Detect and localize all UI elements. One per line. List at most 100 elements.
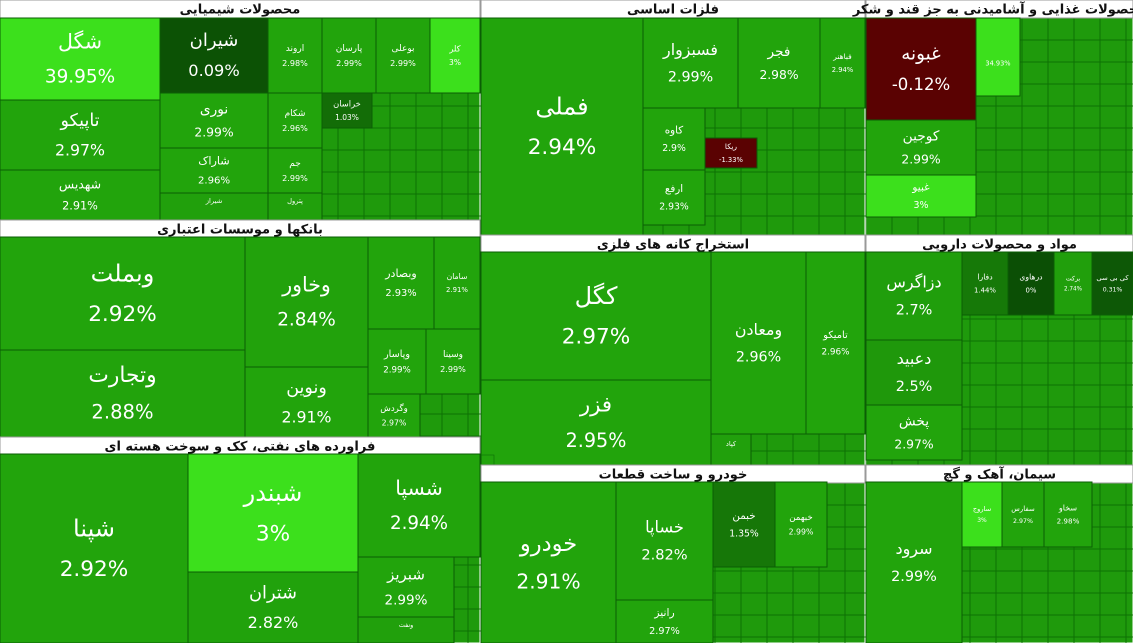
- tile: [375, 17, 431, 94]
- tile: [865, 119, 977, 176]
- tile: [615, 599, 714, 643]
- tile-name: ساروج: [973, 505, 992, 513]
- tile-name: شگل: [58, 30, 102, 54]
- small-tile: [1021, 636, 1049, 643]
- small-tile: [1125, 215, 1133, 239]
- tile-value: 3%: [914, 200, 929, 211]
- tile-value: 2.82%: [641, 547, 687, 564]
- sector-title: استخراج کانه های فلزی: [597, 238, 749, 253]
- tile-value: 2.97%: [1013, 518, 1033, 525]
- tile-name: دزاگرس: [886, 273, 941, 293]
- tile-name: ونفت: [399, 621, 414, 629]
- sector-title: خودرو و ساخت قطعات: [599, 468, 748, 483]
- tile: [865, 404, 963, 461]
- tile-value: 2.92%: [88, 302, 157, 327]
- tile-value: 2.94%: [832, 66, 854, 74]
- small-tile: [1125, 127, 1133, 151]
- tile-name: پخش: [899, 414, 929, 430]
- tile-value: 2.99%: [385, 593, 428, 609]
- tile: [267, 92, 323, 149]
- tile-name: درهاوی: [1019, 272, 1042, 281]
- tile-name: تاپیکو: [59, 111, 99, 131]
- tile-name: شسپا: [395, 476, 443, 500]
- tile-name: وخاور: [281, 273, 331, 297]
- tile-name: سخاو: [1058, 504, 1077, 513]
- small-tile: [995, 636, 1023, 643]
- tile-name: پارسان: [336, 44, 363, 54]
- tile-name: وگردش: [380, 403, 408, 414]
- tile: [159, 17, 269, 94]
- tile-value: 2.99%: [383, 366, 411, 376]
- tile-value: 2.91%: [516, 569, 580, 593]
- tile: [0, 169, 161, 221]
- tile: [267, 17, 323, 94]
- tile: [244, 366, 369, 438]
- tile-name: شبریز: [386, 566, 425, 584]
- tile-value: 2.94%: [528, 135, 597, 160]
- tile-name: فباهنر: [832, 52, 852, 61]
- tile-value: 2.99%: [336, 58, 362, 68]
- tile-name: وبملت: [91, 259, 155, 287]
- tile-value: 2.96%: [198, 176, 231, 187]
- tile-name: کلر: [448, 43, 460, 53]
- tile: [429, 17, 481, 94]
- tile-value: 2.97%: [894, 437, 934, 451]
- sector-title: بانکها و موسسات اعتباری: [157, 223, 323, 238]
- tile-value: 2.94%: [390, 513, 448, 534]
- tile-name: خودرو: [519, 531, 577, 557]
- tile-name: فسبزوار: [662, 40, 718, 60]
- small-tile: [1125, 318, 1133, 342]
- tile-value: 2.96%: [821, 347, 849, 357]
- tile: [642, 107, 706, 171]
- small-tile: [844, 636, 872, 643]
- tile-name: شهدیس: [59, 177, 101, 193]
- tile: [710, 251, 807, 435]
- tile-value: 0%: [1026, 286, 1037, 294]
- small-tile: [1125, 83, 1133, 107]
- tile-value: 2.7%: [896, 302, 933, 318]
- small-tile: [969, 636, 997, 643]
- tile: [712, 481, 776, 568]
- tile-name: شیران: [190, 30, 239, 51]
- tile-value: 1.35%: [729, 528, 759, 539]
- tile: [1007, 251, 1055, 316]
- small-tile: [1125, 482, 1133, 506]
- tile: [1053, 251, 1093, 316]
- small-tile: [1125, 149, 1133, 173]
- tile: [737, 17, 821, 109]
- small-tile: [1125, 340, 1133, 364]
- tile: [159, 147, 269, 194]
- tile-name: پترول: [287, 197, 303, 205]
- tile-name: شاراک: [198, 155, 229, 169]
- tile: [0, 17, 161, 101]
- tile: [159, 92, 269, 149]
- small-tile: [1125, 570, 1133, 594]
- tile-value: 2.97%: [55, 140, 105, 159]
- small-tile: [1125, 548, 1133, 572]
- sector-title: فلزات اساسی: [627, 3, 719, 18]
- tile-value: 2.98%: [1057, 517, 1080, 526]
- tile-value: 2.88%: [91, 401, 153, 424]
- tile-value: 2.93%: [385, 288, 416, 299]
- tile-name: شبندر: [243, 479, 303, 507]
- tile-value: 2.97%: [562, 325, 631, 350]
- tile-name: غبونه: [901, 43, 941, 64]
- tile-name: فزر: [579, 393, 612, 418]
- tile: [615, 481, 714, 601]
- tile: [704, 137, 758, 169]
- small-tile: [1125, 592, 1133, 616]
- tile-value: 34.93%: [985, 60, 1010, 68]
- tile-name: شپنا: [73, 514, 115, 542]
- tile-name: ونوین: [286, 378, 327, 398]
- small-tile: [1125, 17, 1133, 41]
- tile-value: 2.9%: [662, 143, 686, 154]
- tile-value: 2.74%: [1064, 287, 1083, 293]
- small-tile: [1125, 428, 1133, 452]
- tile: [1043, 481, 1093, 548]
- tile-name: نوری: [200, 102, 228, 118]
- tile: [710, 433, 752, 466]
- tile-name: دفارا: [977, 272, 992, 281]
- tile: [865, 481, 963, 643]
- tile: [367, 236, 435, 330]
